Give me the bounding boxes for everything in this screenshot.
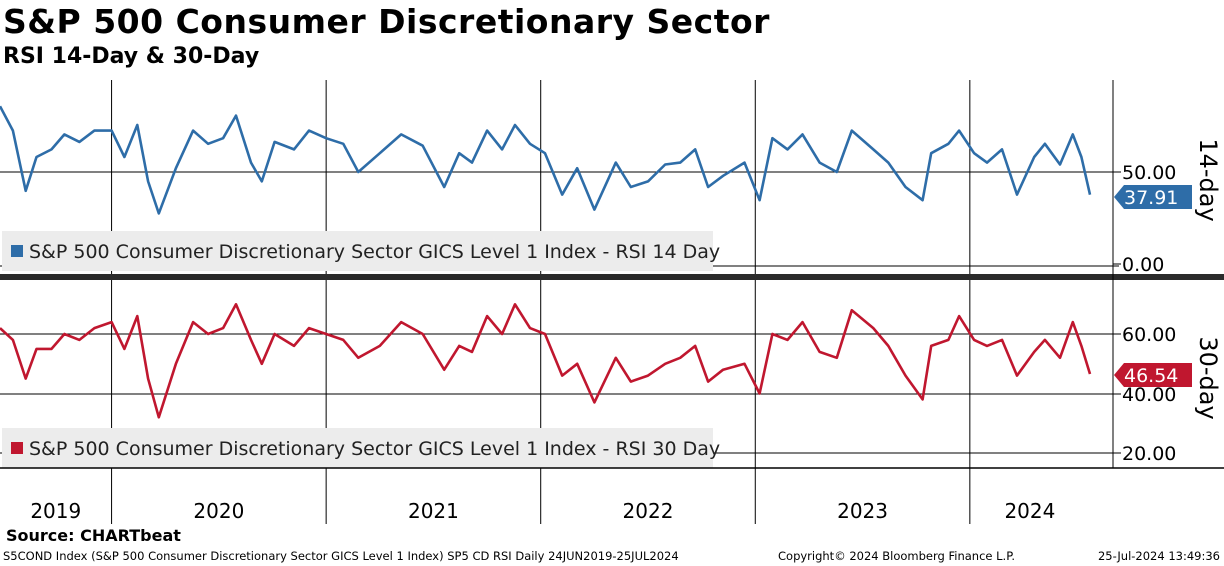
tick-label-40: 40.00	[1122, 384, 1176, 406]
source-note: Source: CHARTbeat	[6, 526, 181, 545]
last-value-tag-30	[1114, 363, 1192, 387]
legend-label-14: S&P 500 Consumer Discretionary Sector GI…	[29, 241, 720, 263]
year-label-2019: 2019	[30, 499, 81, 523]
last-value-30: 46.54	[1124, 365, 1178, 387]
side-label-14: 14-day	[1194, 138, 1222, 221]
year-label-2023: 2023	[837, 499, 888, 523]
year-label-2020: 2020	[193, 499, 244, 523]
panel-divider	[0, 274, 1224, 280]
chart-subtitle: RSI 14-Day & 30-Day	[3, 44, 260, 69]
legend-box-30	[2, 428, 713, 468]
tick-label-50: 50.00	[1122, 162, 1176, 184]
side-label-30: 30-day	[1194, 336, 1222, 419]
footer-timestamp: 25-Jul-2024 13:49:36	[1097, 549, 1220, 563]
legends: S&P 500 Consumer Discretionary Sector GI…	[2, 231, 720, 468]
legend-swatch-14	[11, 245, 23, 257]
tick-label-20: 20.00	[1122, 443, 1176, 465]
footer-ticker-info: S5COND Index (S&P 500 Consumer Discretio…	[3, 549, 679, 563]
year-label-2024: 2024	[1004, 499, 1055, 523]
legend-box-14	[2, 231, 713, 271]
tick-label-0: 0.00	[1122, 254, 1164, 276]
series-lines	[0, 105, 1092, 419]
legend-label-30: S&P 500 Consumer Discretionary Sector GI…	[29, 438, 720, 460]
tick-label-60: 60.00	[1122, 324, 1176, 346]
legend-swatch-30	[11, 442, 23, 454]
last-value-tag-14	[1114, 185, 1192, 209]
year-label-2022: 2022	[623, 499, 674, 523]
footer-copyright: Copyright© 2024 Bloomberg Finance L.P.	[778, 549, 1015, 563]
rsi30-line	[0, 302, 1092, 419]
last-value-14: 37.91	[1124, 187, 1178, 209]
axes: 50.00 0.00 60.00 40.00 20.00 37.91 14-day 46.54…	[0, 80, 1224, 523]
year-label-2021: 2021	[408, 499, 459, 523]
rsi14-line	[0, 105, 1092, 215]
chart-title: S&P 500 Consumer Discretionary Sector	[3, 2, 770, 41]
